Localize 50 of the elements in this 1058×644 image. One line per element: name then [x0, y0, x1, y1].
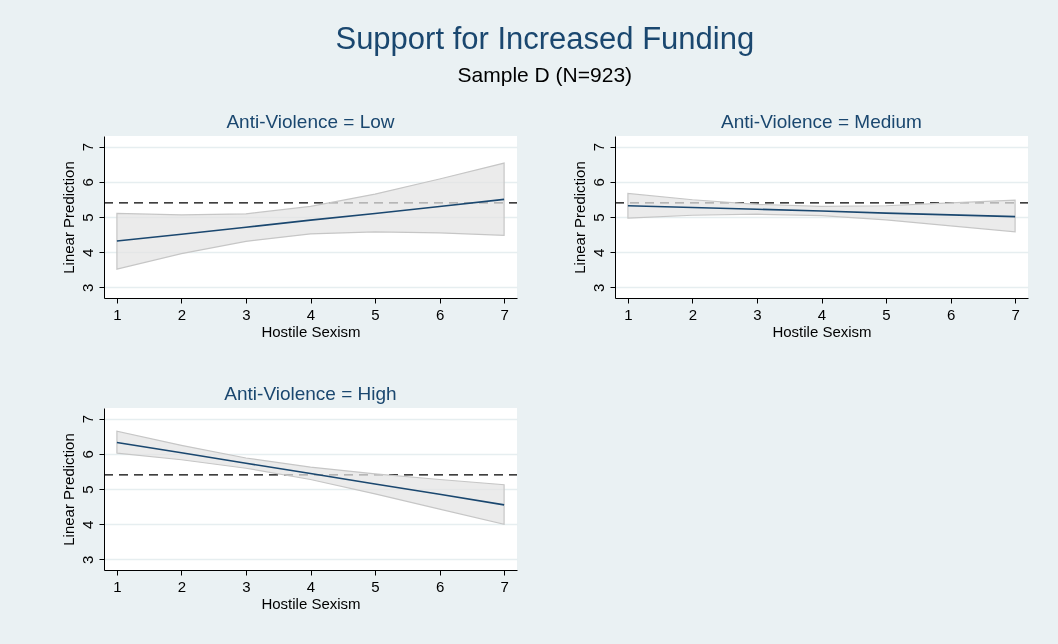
- x-axis-title: Hostile Sexism: [261, 594, 361, 612]
- x-tick-label: 1: [113, 305, 122, 323]
- line-series: [627, 204, 1016, 218]
- text: Support for Increased Funding: [335, 21, 755, 56]
- chart-title: Anti-Violence = Medium: [721, 111, 922, 132]
- y-tick-label: 4: [78, 520, 96, 529]
- line-series: [116, 441, 505, 506]
- x-tick-label: 6: [435, 577, 445, 595]
- x-tick-label: 6: [435, 305, 445, 323]
- y-tick-label: 3: [78, 555, 96, 565]
- x-tick-label: 2: [688, 305, 698, 323]
- x-tick-label: 6: [946, 305, 956, 323]
- y-axis-title: Linear Prediction: [59, 433, 77, 546]
- chart-title: Anti-Violence = High: [224, 383, 397, 404]
- x-tick-label: 2: [177, 305, 187, 323]
- x-tick-label: 1: [624, 305, 633, 323]
- y-tick-label: 5: [78, 213, 96, 222]
- y-tick-label: 3: [589, 283, 607, 293]
- y-tick-label: 5: [78, 485, 96, 494]
- y-axis-title: Linear Prediction: [570, 161, 588, 274]
- y-tick-label: 7: [78, 414, 96, 424]
- x-tick-label: 1: [113, 577, 122, 595]
- x-tick-label: 4: [306, 305, 316, 323]
- y-tick-label: 4: [589, 248, 607, 257]
- y-tick-label: 6: [589, 178, 607, 187]
- x-axis-title: Hostile Sexism: [261, 322, 361, 340]
- y-tick-label: 6: [78, 178, 96, 187]
- y-tick-label: 5: [589, 213, 607, 222]
- x-tick-label: 3: [242, 577, 251, 595]
- y-tick-label: 4: [78, 248, 96, 257]
- chart-title: Anti-Violence = Low: [226, 111, 395, 132]
- line-series: [116, 198, 505, 242]
- y-tick-label: 3: [78, 283, 96, 293]
- x-tick-label: 4: [306, 577, 316, 595]
- x-tick-label: 3: [242, 305, 251, 323]
- x-tick-label: 5: [371, 577, 380, 595]
- x-tick-label: 4: [817, 305, 827, 323]
- y-axis-title: Linear Prediction: [59, 161, 77, 274]
- text: Sample D (N=923): [457, 63, 633, 86]
- x-tick-label: 2: [177, 577, 187, 595]
- x-tick-label: 5: [882, 305, 891, 323]
- x-axis-title: Hostile Sexism: [772, 322, 872, 340]
- x-tick-label: 7: [1011, 305, 1020, 323]
- x-tick-label: 3: [753, 305, 762, 323]
- y-tick-label: 7: [589, 142, 607, 152]
- x-tick-label: 5: [371, 305, 380, 323]
- y-tick-label: 7: [78, 142, 96, 152]
- x-tick-label: 7: [500, 577, 509, 595]
- x-tick-label: 7: [500, 305, 509, 323]
- y-tick-label: 6: [78, 450, 96, 459]
